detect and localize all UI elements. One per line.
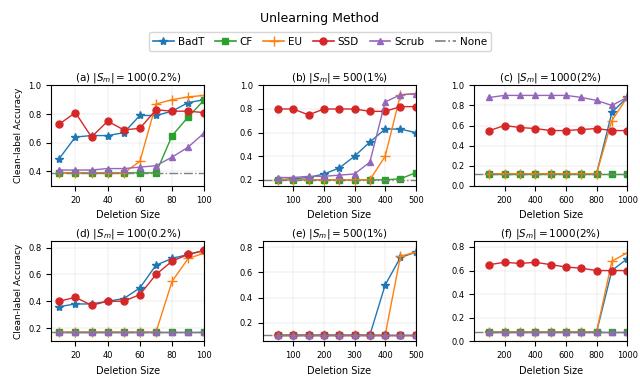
- Title: (f) $|S_m| = 1000(2\%)$: (f) $|S_m| = 1000(2\%)$: [500, 227, 601, 241]
- X-axis label: Deletion Size: Deletion Size: [307, 210, 371, 220]
- Title: (c) $|S_m| = 1000(2\%)$: (c) $|S_m| = 1000(2\%)$: [499, 71, 602, 85]
- Title: (e) $|S_m| = 500(1\%)$: (e) $|S_m| = 500(1\%)$: [291, 227, 388, 241]
- Y-axis label: Clean-label Accuracy: Clean-label Accuracy: [13, 244, 22, 339]
- X-axis label: Deletion Size: Deletion Size: [96, 366, 160, 376]
- Title: (d) $|S_m| = 100(0.2\%)$: (d) $|S_m| = 100(0.2\%)$: [75, 227, 181, 241]
- X-axis label: Deletion Size: Deletion Size: [518, 210, 582, 220]
- Title: (a) $|S_m| = 100(0.2\%)$: (a) $|S_m| = 100(0.2\%)$: [75, 71, 181, 85]
- X-axis label: Deletion Size: Deletion Size: [307, 366, 371, 376]
- X-axis label: Deletion Size: Deletion Size: [518, 366, 582, 376]
- Legend: BadT, CF, EU, SSD, Scrub, None: BadT, CF, EU, SSD, Scrub, None: [148, 32, 492, 51]
- Y-axis label: Clean-label Accuracy: Clean-label Accuracy: [13, 88, 22, 183]
- X-axis label: Deletion Size: Deletion Size: [96, 210, 160, 220]
- Title: (b) $|S_m| = 500(1\%)$: (b) $|S_m| = 500(1\%)$: [291, 71, 388, 85]
- Text: Unlearning Method: Unlearning Method: [260, 12, 380, 25]
